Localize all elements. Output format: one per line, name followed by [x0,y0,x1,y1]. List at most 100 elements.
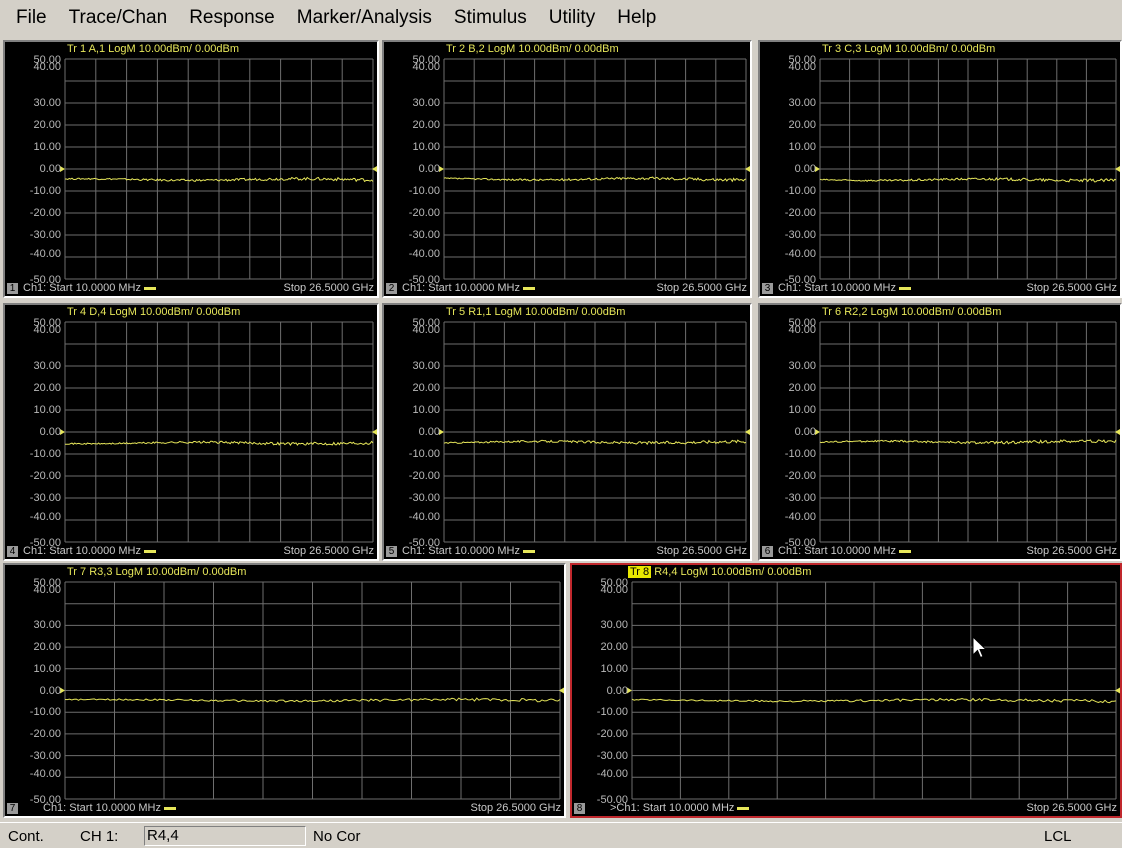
sweep-start-text: Ch1: Start 10.0000 MHz [23,545,141,557]
stimulus-bar-icon [737,807,749,810]
y-tick-label: -30.00 [400,493,440,504]
y-tick-label: -30.00 [776,493,816,504]
trace-window-3[interactable]: Tr 3 C,3 LogM 10.00dBm/ 0.00dBm 50.00 40.0… [758,40,1122,298]
sweep-start-text: Ch1: Start 10.0000 MHz [778,545,896,557]
trace-title: Tr 5 R1,1 LogM 10.00dBm/ 0.00dBm [446,306,625,319]
trace-window-6[interactable]: Tr 6 R2,2 LogM 10.00dBm/ 0.00dBm 50.00 40.… [758,303,1122,561]
menu-marker-analysis[interactable]: Marker/Analysis [297,7,432,29]
remote-status: LCL [1044,828,1072,845]
trace-title-text: Tr 6 R2,2 LogM 10.00dBm/ 0.00dBm [822,306,1001,318]
y-tick-label: -40.00 [21,512,61,523]
status-bar: Cont. CH 1: R4,4 No Cor LCL [0,822,1122,848]
menu-response[interactable]: Response [189,7,275,29]
y-tick-label: 20.00 [400,120,440,131]
y-tick-label: -40.00 [776,512,816,523]
y-tick-label: -40.00 [400,249,440,260]
y-tick-label: -30.00 [776,230,816,241]
channel-number-badge: 3 [762,283,773,294]
y-tick-label: 10.00 [776,405,816,416]
y-tick-label: 20.00 [776,383,816,394]
y-tick-label: 30.00 [21,98,61,109]
active-trace-field[interactable]: R4,4 [144,826,306,846]
sweep-start-text: Ch1: Start 10.0000 MHz [402,282,520,294]
y-tick-label: -20.00 [776,471,816,482]
sweep-start-label: Ch1: Start 10.0000 MHz [23,545,156,557]
y-tick-label: -40.00 [776,249,816,260]
y-tick-label: -10.00 [400,186,440,197]
sweep-start-label: Ch1: Start 10.0000 MHz [778,545,911,557]
y-tick-label: 30.00 [21,620,61,631]
y-tick-label: -40.00 [400,512,440,523]
stimulus-bar-icon [164,807,176,810]
stimulus-bar-icon [899,287,911,290]
trace-window-7[interactable]: Tr 7 R3,3 LogM 10.00dBm/ 0.00dBm 50.00 40.… [3,563,566,818]
menu-file[interactable]: File [16,7,47,29]
sweep-start-label: >Ch1: Start 10.0000 MHz [610,802,749,814]
trace-title-text: Tr 7 R3,3 LogM 10.00dBm/ 0.00dBm [67,566,246,578]
active-channel: CH 1: [80,828,118,845]
trace-title-text: R4,4 LogM 10.00dBm/ 0.00dBm [654,566,811,578]
y-tick-label: -20.00 [588,729,628,740]
y-tick-label: 40.00 [400,325,440,336]
sweep-stop-label: Stop 26.5000 GHz [283,282,374,294]
mouse-pointer-icon [972,636,988,660]
y-tick-label: 40.00 [776,325,816,336]
y-tick-label: 0.00 [400,427,440,438]
trace-window-8[interactable]: Tr 8 R4,4 LogM 10.00dBm/ 0.00dBm 50.00 40.… [570,563,1122,818]
y-tick-label: -20.00 [776,208,816,219]
menu-utility[interactable]: Utility [549,7,595,29]
menu-help[interactable]: Help [617,7,656,29]
y-tick-label: 10.00 [21,142,61,153]
sweep-stop-label: Stop 26.5000 GHz [470,802,561,814]
sweep-start-text: Ch1: Start 10.0000 MHz [23,282,141,294]
sweep-start-text: Ch1: Start 10.0000 MHz [402,545,520,557]
trace-title: Tr 7 R3,3 LogM 10.00dBm/ 0.00dBm [67,566,246,579]
y-tick-label: -20.00 [21,471,61,482]
channel-number-badge: 8 [574,803,585,814]
sweep-start-label: Ch1: Start 10.0000 MHz [43,802,176,814]
stimulus-bar-icon [523,550,535,553]
channel-number-badge: 7 [7,803,18,814]
correction-status: No Cor [313,828,361,845]
y-tick-label: 20.00 [400,383,440,394]
trace-window-5[interactable]: Tr 5 R1,1 LogM 10.00dBm/ 0.00dBm 50.00 40.… [382,303,752,561]
y-tick-label: -20.00 [21,208,61,219]
y-tick-label: -20.00 [21,729,61,740]
y-tick-label: 40.00 [588,585,628,596]
y-tick-label: -20.00 [400,471,440,482]
measurement-workspace: Tr 1 A,1 LogM 10.00dBm/ 0.00dBm 50.00 40.0… [0,36,1122,822]
trace-window-2[interactable]: Tr 2 B,2 LogM 10.00dBm/ 0.00dBm 50.00 40.0… [382,40,752,298]
y-tick-label: 20.00 [21,642,61,653]
y-tick-label: 10.00 [400,142,440,153]
sweep-stop-label: Stop 26.5000 GHz [656,282,747,294]
menu-stimulus[interactable]: Stimulus [454,7,527,29]
sweep-start-label: Ch1: Start 10.0000 MHz [778,282,911,294]
y-tick-label: 0.00 [21,164,61,175]
y-tick-label: -10.00 [21,186,61,197]
sweep-stop-label: Stop 26.5000 GHz [1026,282,1117,294]
y-tick-label: 30.00 [776,361,816,372]
channel-number-badge: 6 [762,546,773,557]
trace-plot-8[interactable] [572,565,1120,816]
trace-title-text: Tr 2 B,2 LogM 10.00dBm/ 0.00dBm [446,43,619,55]
stimulus-bar-icon [899,550,911,553]
menu-trace-chan[interactable]: Trace/Chan [69,7,168,29]
trace-plot-7[interactable] [5,565,564,816]
active-trace-badge: Tr 8 [628,566,651,578]
y-tick-label: 40.00 [400,62,440,73]
stimulus-bar-icon [144,287,156,290]
y-tick-label: -30.00 [400,230,440,241]
trace-window-4[interactable]: Tr 4 D,4 LogM 10.00dBm/ 0.00dBm 50.00 40.0… [3,303,379,561]
y-tick-label: 20.00 [21,120,61,131]
y-tick-label: 0.00 [776,427,816,438]
y-tick-label: 0.00 [400,164,440,175]
trace-window-1[interactable]: Tr 1 A,1 LogM 10.00dBm/ 0.00dBm 50.00 40.0… [3,40,379,298]
y-tick-label: 40.00 [21,62,61,73]
trace-title-text: Tr 1 A,1 LogM 10.00dBm/ 0.00dBm [67,43,239,55]
y-tick-label: -30.00 [588,751,628,762]
trace-title: Tr 6 R2,2 LogM 10.00dBm/ 0.00dBm [822,306,1001,319]
sweep-stop-label: Stop 26.5000 GHz [1026,802,1117,814]
menu-bar: File Trace/Chan Response Marker/Analysis… [0,0,1122,36]
sweep-start-text: Ch1: Start 10.0000 MHz [43,802,161,814]
sweep-start-text: >Ch1: Start 10.0000 MHz [610,802,734,814]
